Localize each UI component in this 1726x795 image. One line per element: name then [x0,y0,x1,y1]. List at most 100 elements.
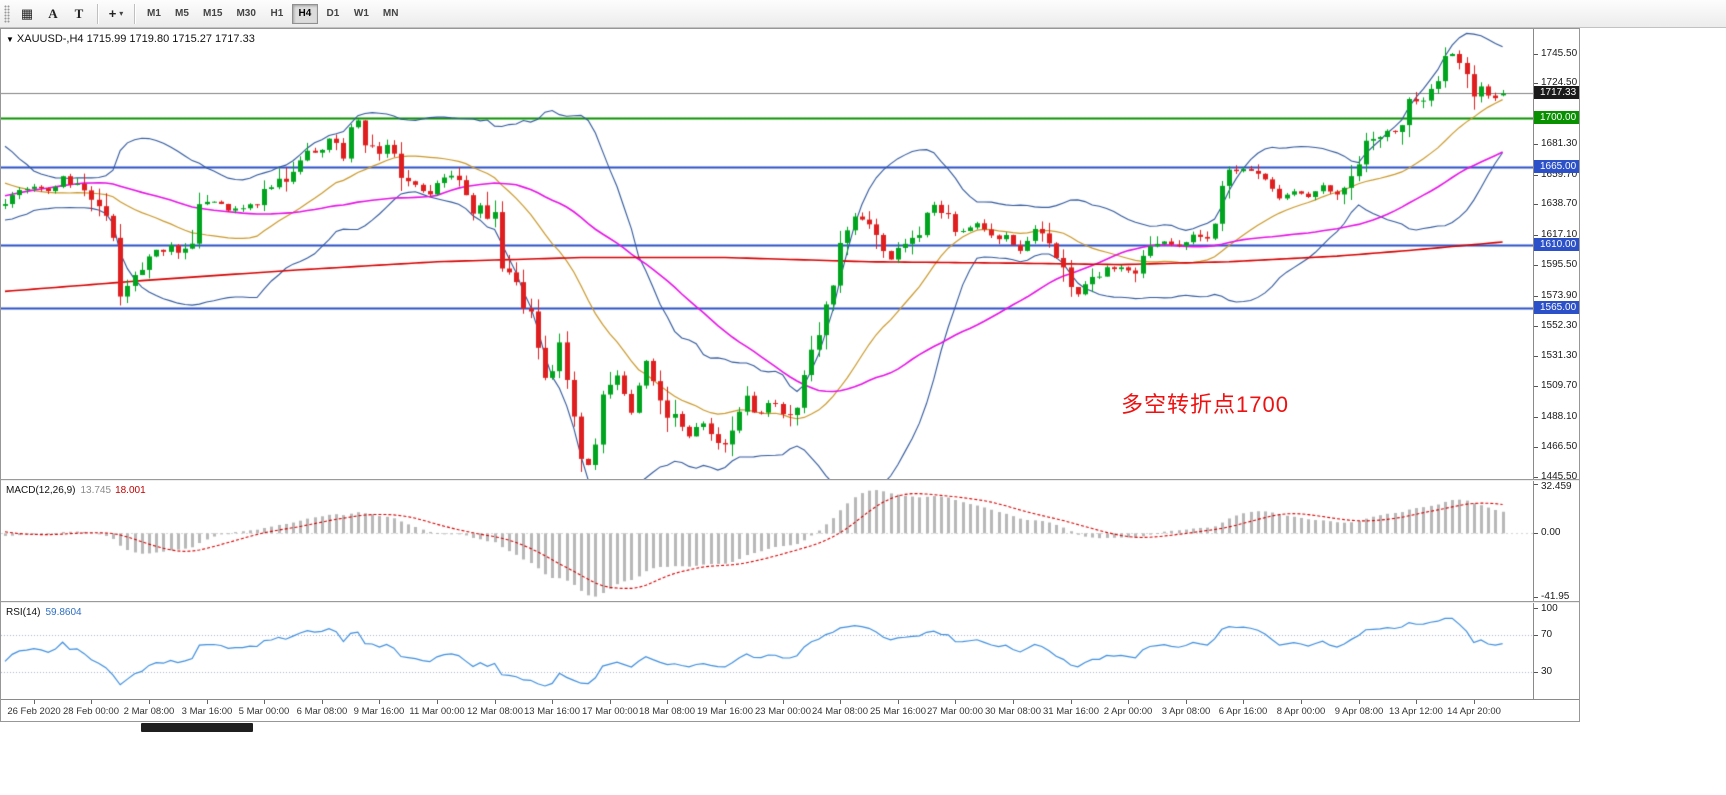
date-tick [610,700,611,704]
axis-tick [1534,144,1538,145]
price-level-badge: 1717.33 [1534,86,1579,99]
price-level-badge: 1610.00 [1534,238,1579,251]
crosshair-icon: + [108,6,117,21]
axis-label: 1745.50 [1541,48,1578,59]
toolbar-drag-handle[interactable] [4,4,10,23]
date-tick [91,700,92,704]
date-axis-label: 26 Feb 2020 [7,706,61,717]
macd-value-main: 13.745 [80,485,112,496]
date-axis-label: 18 Mar 08:00 [639,706,695,717]
toolbar-separator [134,3,135,24]
collapse-triangle-icon[interactable]: ▼ [6,35,14,44]
timeframe-m5[interactable]: M5 [169,4,195,24]
axis-tick [1534,326,1538,327]
timeframe-m15[interactable]: M15 [197,4,228,24]
date-tick [955,700,956,704]
date-tick [1243,700,1244,704]
date-axis-label: 13 Mar 16:00 [524,706,580,717]
rsi-name: RSI(14) [6,607,41,618]
chart-window: ▼ XAUUSD-,H4 1715.99 1719.80 1715.27 1717… [0,28,1580,722]
price-level-badge: 1700.00 [1534,111,1579,124]
date-tick [1474,700,1475,704]
axis-label: 1445.50 [1541,471,1578,479]
date-axis-label: 3 Mar 16:00 [181,706,233,717]
axis-label: 1724.50 [1541,77,1578,88]
axis-label: 1595.50 [1541,259,1578,270]
axis-label: 1552.30 [1541,320,1578,331]
date-tick [1013,700,1014,704]
timeframe-m30[interactable]: M30 [230,4,261,24]
date-axis-label: 14 Apr 20:00 [1447,706,1501,717]
crosshair-dropdown-button[interactable]: + ▾ [104,3,128,25]
axis-tick [1534,83,1538,84]
axis-label: 1638.70 [1541,198,1578,209]
axis-label: 100 [1541,603,1558,614]
date-tick [840,700,841,704]
date-axis-label: 3 Apr 08:00 [1161,706,1211,717]
date-axis-label: 9 Mar 16:00 [353,706,405,717]
main-chart-canvas[interactable] [1,29,1533,479]
timeframe-toolbar: M1 M5 M15 M30 H1 H4 D1 W1 MN [140,3,405,24]
axis-tick [1534,597,1538,598]
date-axis-label: 12 Mar 08:00 [467,706,523,717]
macd-name: MACD(12,26,9) [6,485,76,496]
axis-tick [1534,635,1538,636]
letter-a-icon: A [48,6,58,21]
date-axis-label: 6 Apr 16:00 [1218,706,1268,717]
axis-tick [1534,484,1538,485]
letter-t-icon: T [74,6,84,21]
date-tick [34,700,35,704]
date-tick [495,700,496,704]
insert-text-button[interactable]: T [67,3,91,25]
date-axis[interactable]: 26 Feb 2020 28 Feb 00:00 2 Mar 08:00 3 Mar … [1,699,1579,721]
axis-label: 1509.70 [1541,380,1578,391]
pane-splitter[interactable] [1,601,1579,603]
rsi-pane-canvas[interactable] [1,603,1533,699]
date-tick [783,700,784,704]
axis-label: 0.00 [1541,527,1561,538]
date-axis-label: 6 Mar 08:00 [296,706,348,717]
date-tick [264,700,265,704]
axis-label: 1573.90 [1541,290,1578,301]
pane-splitter[interactable] [1,479,1579,481]
macd-pane-canvas[interactable] [1,481,1533,601]
date-axis-label: 2 Apr 00:00 [1103,706,1153,717]
chart-grid-button[interactable]: ▦ [15,3,39,25]
date-tick [725,700,726,704]
insert-text-label-button[interactable]: A [41,3,65,25]
date-axis-label: 2 Mar 08:00 [123,706,175,717]
timeframe-d1[interactable]: D1 [320,4,346,24]
axis-label: 70 [1541,629,1553,640]
axis-tick [1534,417,1538,418]
date-tick [1128,700,1129,704]
date-axis-label: 11 Mar 00:00 [409,706,465,717]
timeframe-w1[interactable]: W1 [348,4,375,24]
date-tick [379,700,380,704]
axis-label: -41.95 [1541,591,1570,601]
axis-label: 1681.30 [1541,138,1578,149]
chart-title-text: XAUUSD-,H4 1715.99 1719.80 1715.27 1717.… [16,33,255,45]
date-axis-label: 24 Mar 08:00 [812,706,868,717]
date-tick [1416,700,1417,704]
date-tick [1071,700,1072,704]
axis-tick [1534,477,1538,478]
timeframe-h4[interactable]: H4 [291,3,318,24]
timeframe-h1[interactable]: H1 [264,4,290,24]
rsi-value: 59.8604 [45,607,82,618]
axis-label: 32.459 [1541,481,1572,492]
axis-tick [1534,54,1538,55]
timeframe-mn[interactable]: MN [377,4,405,24]
date-tick [552,700,553,704]
date-tick [437,700,438,704]
chart-annotation-text: 多空转折点1700 [1121,392,1289,417]
rsi-axis[interactable]: 100 70 30 [1533,603,1579,699]
timeframe-m1[interactable]: M1 [141,4,167,24]
axis-tick [1534,608,1538,609]
date-axis-label: 31 Mar 16:00 [1043,706,1099,717]
price-axis[interactable]: 1745.50 1724.50 1681.30 1659.70 1638.70 1617.… [1533,29,1579,479]
date-tick [149,700,150,704]
price-level-badge: 1565.00 [1534,301,1579,314]
date-axis-label: 17 Mar 00:00 [582,706,638,717]
macd-axis[interactable]: 32.459 0.00 -41.95 [1533,481,1579,601]
date-axis-label: 19 Mar 16:00 [697,706,753,717]
